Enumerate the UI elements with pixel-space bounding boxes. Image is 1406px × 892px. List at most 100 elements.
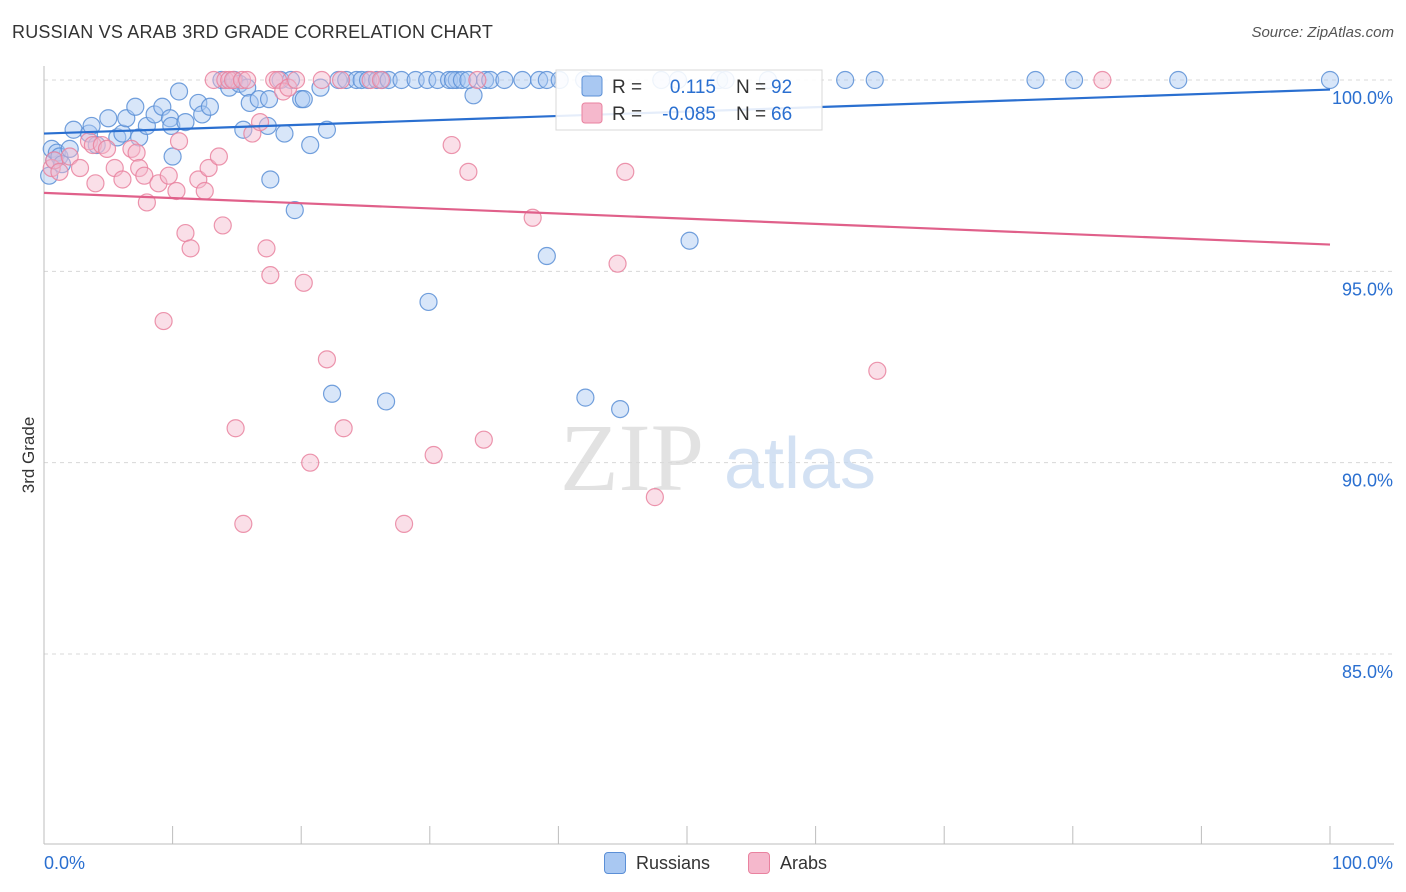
- point-russians: [680, 231, 699, 250]
- point-russians: [317, 120, 337, 139]
- point-arabs: [317, 350, 337, 369]
- point-russians: [311, 78, 330, 97]
- point-arabs: [135, 166, 154, 185]
- point-russians: [82, 116, 101, 136]
- point-arabs: [868, 361, 887, 380]
- point-russians: [189, 93, 208, 113]
- y-tick-label: 90.0%: [1342, 471, 1393, 491]
- stats-r-value-russians: 0.115: [670, 77, 716, 98]
- point-arabs: [189, 170, 208, 189]
- point-russians: [301, 135, 320, 155]
- point-arabs: [238, 70, 257, 90]
- point-arabs: [226, 419, 245, 438]
- point-arabs: [199, 158, 218, 178]
- point-arabs: [394, 514, 414, 533]
- point-russians: [495, 70, 514, 90]
- point-russians: [99, 109, 118, 128]
- point-russians: [261, 170, 280, 189]
- point-arabs: [127, 143, 146, 162]
- point-russians: [537, 246, 556, 266]
- x-tick-label: 0.0%: [44, 853, 85, 873]
- y-axis-label: 3rd Grade: [19, 417, 38, 494]
- point-arabs: [361, 70, 380, 90]
- point-arabs: [261, 266, 280, 285]
- legend-item-arabs[interactable]: Arabs: [748, 852, 827, 874]
- point-russians: [163, 147, 182, 166]
- point-russians: [285, 201, 304, 220]
- point-arabs: [220, 70, 239, 90]
- grid-layer: [44, 79, 1394, 655]
- legend-item-russians[interactable]: Russians: [604, 852, 710, 874]
- point-russians: [160, 109, 180, 128]
- point-russians: [464, 86, 483, 105]
- point-russians: [60, 139, 79, 158]
- point-russians: [537, 70, 556, 90]
- point-russians: [113, 124, 132, 143]
- point-russians: [126, 97, 145, 116]
- trendline-arabs: [43, 191, 1331, 246]
- point-russians: [865, 70, 884, 90]
- point-arabs: [442, 135, 461, 155]
- point-arabs: [257, 239, 276, 258]
- point-arabs: [195, 181, 214, 201]
- point-arabs: [468, 70, 487, 90]
- points-layer: [40, 70, 1340, 533]
- point-russians: [475, 70, 495, 90]
- point-russians: [337, 70, 356, 90]
- point-arabs: [97, 139, 117, 158]
- point-arabs: [113, 170, 132, 189]
- point-arabs: [424, 445, 443, 465]
- stats-n-value-russians: 92: [771, 77, 792, 98]
- point-arabs: [294, 273, 313, 292]
- point-russians: [322, 384, 342, 403]
- stats-legend-swatch-russians: [581, 75, 603, 97]
- point-russians: [836, 70, 855, 90]
- point-russians: [611, 399, 630, 419]
- legend-swatch-arabs: [748, 852, 770, 874]
- stats-legend-swatch-arabs: [581, 102, 603, 124]
- point-russians: [481, 70, 500, 90]
- watermark-atlas: atlas: [724, 424, 876, 504]
- point-russians: [439, 70, 459, 90]
- watermark-zip: ZIP: [560, 404, 704, 511]
- point-arabs: [234, 514, 253, 533]
- point-russians: [1064, 70, 1084, 90]
- point-arabs: [167, 181, 186, 201]
- legend-swatch-russians: [604, 852, 626, 874]
- point-arabs: [371, 70, 391, 90]
- point-russians: [1026, 70, 1045, 90]
- point-russians: [513, 70, 532, 90]
- point-arabs: [159, 166, 178, 185]
- point-russians: [1320, 70, 1340, 90]
- point-russians: [259, 90, 279, 109]
- point-russians: [379, 70, 398, 90]
- y-tick-label: 95.0%: [1342, 279, 1393, 299]
- point-russians: [169, 82, 189, 101]
- point-russians: [249, 90, 268, 109]
- stats-r-label-arabs: R =: [612, 104, 642, 125]
- point-arabs: [50, 162, 69, 181]
- point-arabs: [149, 174, 168, 193]
- point-russians: [145, 105, 164, 124]
- stats-legend: R = 0.115 N = 92 R = -0.085 N = 66: [555, 69, 823, 131]
- point-russians: [294, 90, 313, 109]
- stats-r-value-arabs: -0.085: [662, 104, 716, 125]
- point-arabs: [232, 70, 252, 90]
- point-arabs: [60, 147, 79, 166]
- point-russians: [275, 124, 294, 143]
- axis-layer: [43, 66, 1394, 845]
- point-russians: [530, 70, 549, 90]
- series-legend: Russians Arabs: [0, 852, 1406, 876]
- point-arabs: [459, 162, 478, 181]
- point-russians: [419, 292, 438, 312]
- point-arabs: [45, 151, 64, 170]
- point-arabs: [608, 254, 627, 273]
- stats-n-label-arabs: N =: [736, 104, 766, 125]
- point-russians: [418, 70, 437, 90]
- point-arabs: [181, 239, 200, 258]
- point-russians: [576, 388, 595, 407]
- point-russians: [240, 93, 259, 113]
- point-russians: [452, 70, 472, 90]
- point-arabs: [268, 70, 288, 90]
- point-arabs: [312, 70, 331, 90]
